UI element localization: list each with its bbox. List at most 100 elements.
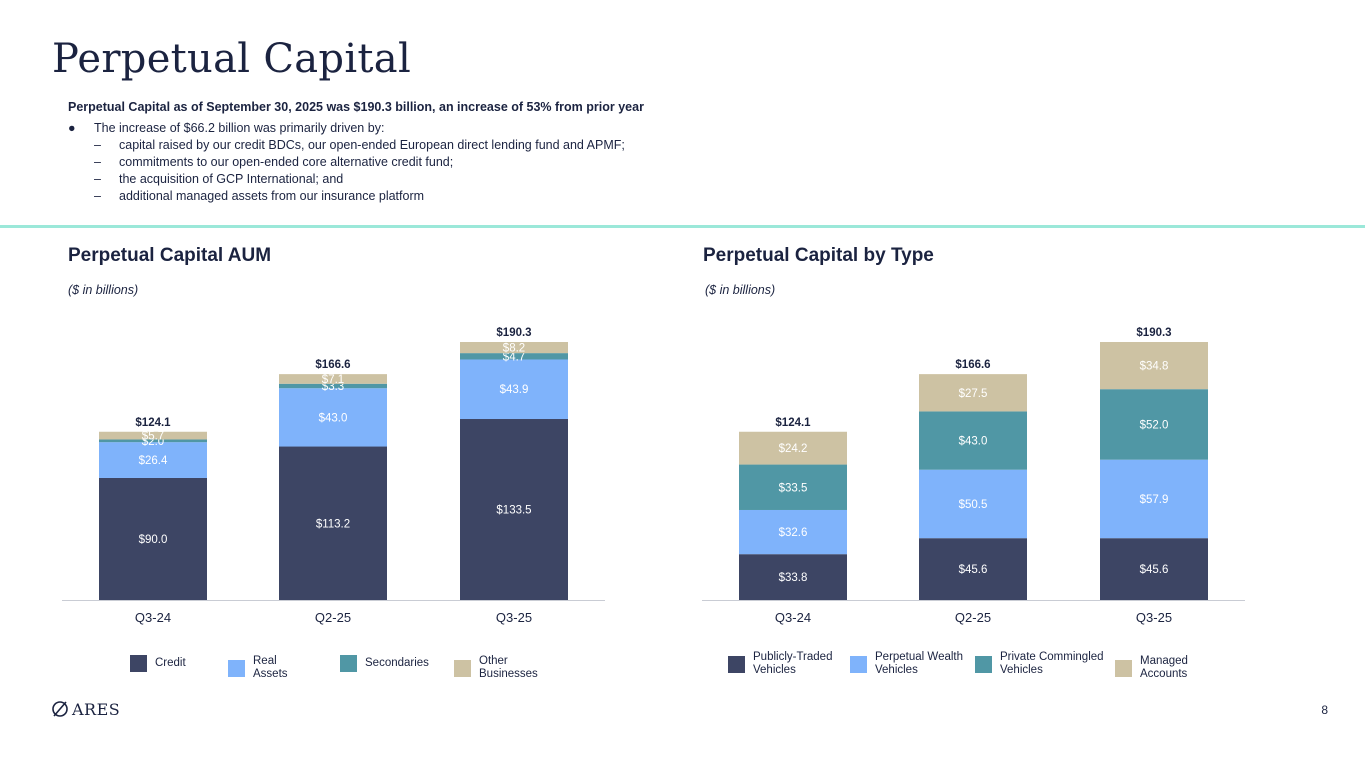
data-label: $24.2	[779, 443, 808, 455]
legend-label: Secondaries	[365, 657, 429, 669]
data-label: $113.2	[316, 518, 350, 530]
legend-swatch	[340, 655, 357, 672]
data-label: $90.0	[139, 534, 168, 546]
data-label: $27.5	[959, 388, 988, 400]
aum-chart-subtitle: ($ in billions)	[68, 283, 139, 297]
bar-segment-secondaries	[279, 383, 387, 389]
bar-segment-real-assets	[279, 388, 387, 447]
bullet-icon: ●	[68, 121, 76, 135]
total-label: $166.6	[955, 359, 990, 371]
legend-swatch	[130, 655, 147, 672]
data-label: $33.5	[779, 482, 808, 494]
bar-segment-credit	[99, 477, 207, 600]
data-label: $43.0	[959, 436, 988, 448]
data-label: $33.8	[779, 572, 808, 584]
data-label: $43.0	[319, 412, 348, 424]
aum-stacked-bar-chart: $90.0$26.4$2.0$5.7$124.1Q3-24$113.2$43.0…	[62, 327, 605, 625]
bar-segment-perpetual-wealth-vehicles	[1100, 459, 1208, 539]
data-label: $57.9	[1140, 494, 1169, 506]
data-label: $5.7	[142, 431, 164, 443]
legend-item-private-commingled: Private Commingled Vehicles	[975, 651, 1110, 677]
data-label: $45.6	[959, 564, 988, 576]
intro-sub-item: – commitments to our open-ended core alt…	[68, 154, 644, 171]
x-tick-label: Q3-24	[135, 610, 171, 625]
x-tick-label: Q2-25	[955, 610, 991, 625]
bar-segment-managed-accounts	[739, 431, 847, 465]
bar-segment-private-commingled-vehicles	[739, 464, 847, 510]
x-tick-label: Q3-25	[496, 610, 532, 625]
dash-icon: –	[94, 155, 101, 169]
x-tick-label: Q2-25	[315, 610, 351, 625]
legend-item-secondaries: Secondaries	[340, 655, 429, 672]
total-label: $124.1	[775, 417, 811, 429]
intro-sub-item-text: the acquisition of GCP International; an…	[119, 172, 344, 186]
bar-segment-publicly-traded-vehicles	[919, 538, 1027, 600]
data-label: $45.6	[1140, 564, 1169, 576]
legend-label: Private Commingled Vehicles	[1000, 651, 1104, 676]
legend-swatch	[975, 655, 992, 673]
total-label: $190.3	[496, 327, 531, 339]
legend-label: Other Businesses	[479, 655, 538, 680]
legend-swatch	[728, 655, 745, 673]
intro-sub-item: – capital raised by our credit BDCs, our…	[68, 137, 644, 154]
total-label: $124.1	[135, 417, 171, 429]
type-stacked-bar-chart: $33.8 $32.6 $33.5 $24.2 $124.1 Q3-24 $45.6 $50.…	[702, 327, 1245, 625]
data-label: $32.6	[779, 527, 808, 539]
section-divider	[0, 225, 1365, 228]
bar-segment-credit	[279, 446, 387, 600]
data-label: $8.2	[503, 343, 525, 355]
legend-item-real-assets: Real Assets	[228, 655, 288, 681]
legend-swatch	[228, 659, 245, 677]
bar-segment-real-assets	[99, 442, 207, 478]
legend-swatch	[454, 659, 471, 677]
type-chart-title: Perpetual Capital by Type	[703, 245, 934, 266]
intro-sub-item-text: capital raised by our credit BDCs, our o…	[119, 138, 625, 152]
legend-label: Credit	[155, 657, 186, 669]
legend-item-credit: Credit	[130, 655, 186, 672]
dash-icon: –	[94, 138, 101, 152]
intro-sub-item-text: commitments to our open-ended core alter…	[119, 155, 454, 169]
ares-logo-text: ARES	[72, 699, 121, 719]
bar-segment-private-commingled-vehicles	[1100, 389, 1208, 460]
bar-segment-perpetual-wealth-vehicles	[919, 469, 1027, 539]
bar-segment-credit	[460, 419, 568, 600]
bar-segment-secondaries	[99, 439, 207, 443]
bar-segment-real-assets	[460, 359, 568, 420]
intro-sub-item: – additional managed assets from our ins…	[68, 188, 644, 205]
x-tick-label: Q3-24	[775, 610, 811, 625]
x-tick-label: Q3-25	[1136, 610, 1172, 625]
bar-segment-managed-accounts	[919, 374, 1027, 412]
intro-headline: Perpetual Capital as of September 30, 20…	[68, 100, 644, 114]
legend-swatch	[1115, 659, 1132, 677]
bar-segment-publicly-traded-vehicles	[1100, 538, 1208, 600]
page-title: Perpetual Capital	[52, 36, 412, 82]
intro-bullet-text: The increase of $66.2 billion was primar…	[94, 121, 385, 135]
total-label: $166.6	[315, 359, 350, 371]
bar-segment-other-businesses	[460, 342, 568, 354]
legend-label: Perpetual Wealth Vehicles	[875, 651, 964, 676]
legend-item-publicly-traded: Publicly-Traded Vehicles	[728, 651, 843, 677]
data-label: $4.7	[503, 351, 525, 363]
data-label: $34.8	[1140, 361, 1169, 373]
legend-label: Real Assets	[253, 655, 288, 680]
dash-icon: –	[94, 172, 101, 186]
bar-segment-publicly-traded-vehicles	[739, 554, 847, 600]
legend-item-other-businesses: Other Businesses	[454, 655, 538, 681]
legend-swatch	[850, 655, 867, 673]
data-label: $43.9	[500, 384, 529, 396]
legend-item-perpetual-wealth: Perpetual Wealth Vehicles	[850, 651, 967, 677]
data-label: $50.5	[959, 499, 988, 511]
intro-sub-item-text: additional managed assets from our insur…	[119, 189, 425, 203]
ares-logo-icon	[52, 701, 68, 717]
type-chart-subtitle: ($ in billions)	[705, 283, 776, 297]
data-label: $26.4	[139, 455, 168, 467]
intro-sub-item: – the acquisition of GCP International; …	[68, 171, 644, 188]
page-number: 8	[1321, 703, 1328, 717]
bar-segment-perpetual-wealth-vehicles	[739, 509, 847, 555]
bar-segment-managed-accounts	[1100, 342, 1208, 390]
data-label: $133.5	[496, 505, 531, 517]
bar-segment-secondaries	[460, 353, 568, 360]
intro-bullet: ● The increase of $66.2 billion was prim…	[68, 120, 644, 137]
bar-segment-other-businesses	[279, 374, 387, 384]
legend-item-managed-accounts: Managed Accounts	[1115, 655, 1188, 681]
